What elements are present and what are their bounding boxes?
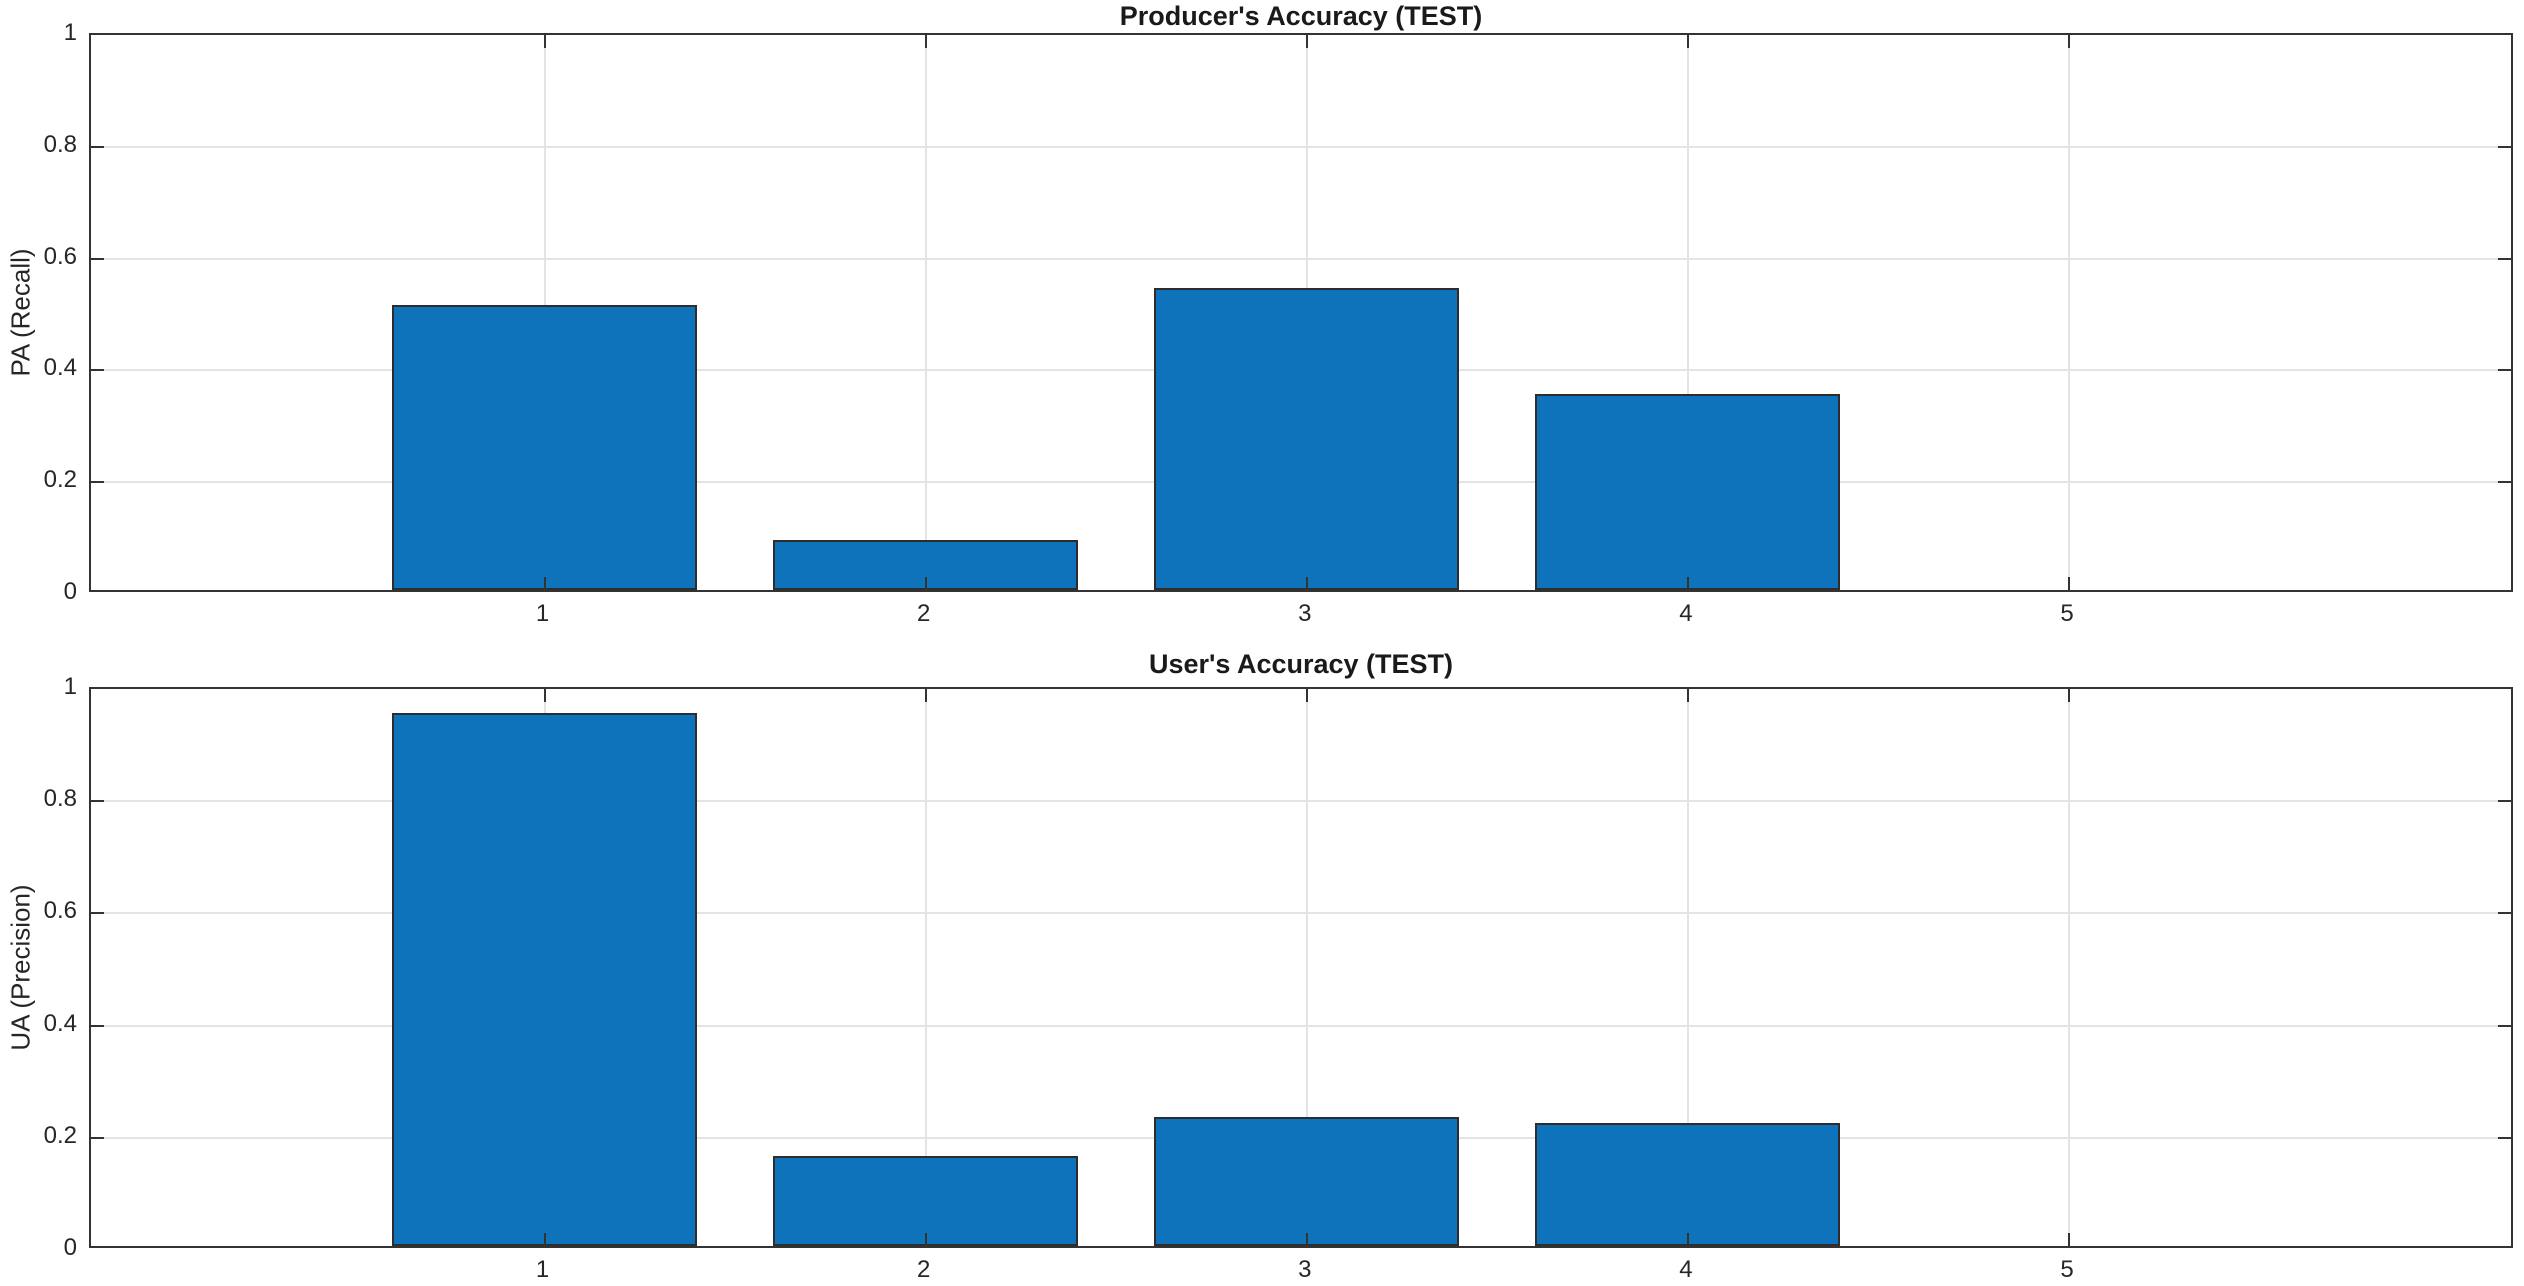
- y-tick-mark-left: [91, 257, 104, 260]
- y-tick-label: 0.2: [43, 1121, 77, 1149]
- x-tick-label: 5: [2060, 1256, 2074, 1283]
- x-tick-mark-top: [2068, 35, 2071, 48]
- y-tick-label: 1: [63, 19, 77, 46]
- y-tick-label: 0.4: [43, 1009, 77, 1037]
- x-tick-mark-bottom: [924, 577, 927, 590]
- y-tick-mark-left: [91, 369, 104, 372]
- y-tick-label: 0.8: [43, 785, 77, 813]
- horizontal-gridline: [91, 1024, 2511, 1027]
- x-tick-mark-bottom: [1686, 577, 1689, 590]
- x-tick-label: 5: [2060, 600, 2074, 627]
- bar-category-3: [1154, 1116, 1460, 1246]
- x-tick-label: 2: [916, 600, 931, 627]
- horizontal-gridline: [91, 145, 2511, 148]
- vertical-gridline: [924, 35, 927, 590]
- bar-category-1: [392, 304, 697, 590]
- x-tick-mark-bottom: [1305, 577, 1308, 590]
- y-tick-mark-right: [2498, 1024, 2511, 1027]
- y-tick-mark-right: [2498, 912, 2511, 915]
- x-tick-label: 4: [1679, 600, 1693, 627]
- x-tick-mark-bottom: [543, 1233, 546, 1246]
- y-tick-label: 0.6: [43, 242, 77, 270]
- bar-category-4: [1535, 1122, 1841, 1246]
- x-tick-mark-bottom: [2068, 1233, 2071, 1246]
- horizontal-gridline: [91, 912, 2511, 915]
- x-tick-label: 3: [1298, 1256, 1312, 1283]
- y-axis-label-ua-precision: UA (Precision): [5, 884, 36, 1051]
- horizontal-gridline: [91, 800, 2511, 803]
- y-tick-label: 0.8: [43, 130, 77, 158]
- vertical-gridline: [924, 689, 927, 1246]
- y-tick-mark-right: [2498, 481, 2511, 484]
- y-tick-label: 0.2: [43, 466, 77, 494]
- x-tick-mark-top: [2068, 689, 2071, 702]
- x-tick-label: 3: [1298, 600, 1312, 627]
- x-tick-mark-top: [924, 689, 927, 702]
- bar-category-3: [1154, 288, 1460, 590]
- bar-category-1: [392, 713, 697, 1246]
- x-tick-label: 1: [535, 600, 550, 627]
- y-tick-mark-right: [2498, 369, 2511, 372]
- x-tick-mark-top: [543, 35, 546, 48]
- y-tick-mark-left: [91, 912, 104, 915]
- y-tick-mark-right: [2498, 257, 2511, 260]
- bar-category-4: [1535, 394, 1841, 590]
- y-tick-mark-right: [2498, 1136, 2511, 1139]
- x-tick-mark-top: [924, 35, 927, 48]
- x-tick-mark-top: [1686, 35, 1689, 48]
- y-tick-mark-left: [91, 800, 104, 803]
- x-tick-label: 4: [1679, 1256, 1693, 1283]
- vertical-gridline: [1305, 689, 1308, 1246]
- y-tick-mark-left: [91, 481, 104, 484]
- x-tick-mark-bottom: [924, 1233, 927, 1246]
- y-tick-mark-right: [2498, 145, 2511, 148]
- x-tick-mark-top: [1305, 689, 1308, 702]
- plot-area-producers-accuracy: [89, 33, 2513, 592]
- y-tick-label: 0.4: [43, 354, 77, 382]
- y-tick-mark-left: [91, 1024, 104, 1027]
- vertical-gridline: [1686, 35, 1689, 590]
- horizontal-gridline: [91, 257, 2511, 260]
- x-tick-mark-top: [1305, 35, 1308, 48]
- y-tick-label: 0: [63, 578, 77, 605]
- y-tick-label: 0: [63, 1234, 77, 1261]
- vertical-gridline: [2068, 35, 2071, 590]
- y-tick-mark-right: [2498, 800, 2511, 803]
- x-tick-label: 1: [535, 1256, 550, 1283]
- x-tick-mark-top: [1686, 689, 1689, 702]
- x-tick-mark-bottom: [1686, 1233, 1689, 1246]
- x-tick-mark-top: [543, 689, 546, 702]
- y-tick-label: 0.6: [43, 897, 77, 925]
- vertical-gridline: [1686, 689, 1689, 1246]
- x-tick-mark-bottom: [2068, 577, 2071, 590]
- y-axis-label-pa-recall: PA (Recall): [5, 248, 36, 377]
- y-tick-label: 1: [63, 673, 77, 700]
- x-tick-mark-bottom: [1305, 1233, 1308, 1246]
- vertical-gridline: [2068, 689, 2071, 1246]
- x-tick-mark-bottom: [543, 577, 546, 590]
- y-tick-mark-left: [91, 145, 104, 148]
- y-tick-mark-left: [91, 1136, 104, 1139]
- chart-title-users-accuracy: User's Accuracy (TEST): [1148, 649, 1454, 679]
- plot-area-users-accuracy: [89, 687, 2513, 1248]
- x-tick-label: 2: [916, 1256, 931, 1283]
- chart-title-producers-accuracy: Producer's Accuracy (TEST): [1119, 1, 1483, 31]
